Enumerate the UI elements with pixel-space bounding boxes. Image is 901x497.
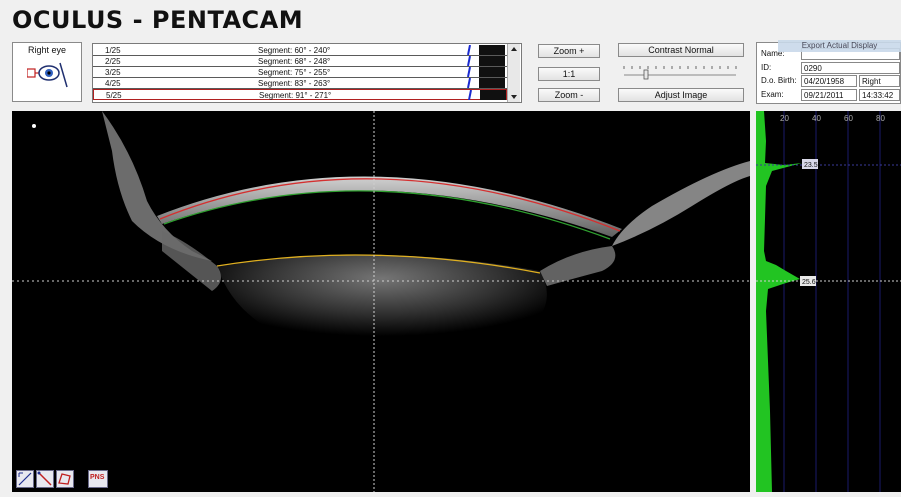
pns-button[interactable]: PNS [88,470,108,488]
pen-icon[interactable] [467,67,471,77]
segment-row[interactable]: 1/25 Segment: 60° - 240° [93,45,507,56]
segment-row[interactable]: 3/25 Segment: 75° - 255° [93,67,507,78]
scan-image [12,111,750,492]
histo-tick-label: 60 [844,114,853,123]
histogram-graph: 20 40 60 80 23.5 25.6 [756,111,901,492]
segment-list[interactable]: 1/25 Segment: 60° - 240° 2/25 Segment: 6… [92,43,522,103]
segment-angle: Segment: 68° - 248° [258,57,331,66]
segment-angle: Segment: 83° - 263° [258,79,331,88]
segment-thumbnail [479,56,505,66]
histo-tick-label: 40 [812,114,821,123]
segment-index: 2/25 [105,57,121,66]
zoom-in-button[interactable]: Zoom + [538,44,600,58]
scroll-arrows-icon [511,47,517,99]
density-histogram: 20 40 60 80 23.5 25.6 [756,111,901,492]
histo-marker-2: 25.6 [802,279,816,286]
measure-tool-icon[interactable] [16,470,34,488]
segment-row-selected[interactable]: 5/25 Segment: 91° - 271° [93,89,507,100]
id-label: ID: [761,63,772,72]
histo-tick-label: 80 [876,114,885,123]
segment-angle: Segment: 75° - 255° [258,68,331,77]
segment-thumbnail [479,45,505,55]
segment-index: 4/25 [105,79,121,88]
segment-scrollbar[interactable] [507,44,520,102]
pen-icon[interactable] [467,78,471,88]
export-display-button[interactable]: Export Actual Display [778,40,901,52]
segment-row[interactable]: 2/25 Segment: 68° - 248° [93,56,507,67]
contrast-normal-button[interactable]: Contrast Normal [618,43,744,57]
segment-angle: Segment: 60° - 240° [258,46,331,55]
pen-icon[interactable] [467,56,471,66]
segment-thumbnail [479,67,505,77]
segment-index: 3/25 [105,68,121,77]
exam-label: Exam: [761,90,784,99]
segment-index: 5/25 [106,91,122,100]
id-field[interactable]: 0290 [801,62,900,74]
segment-row[interactable]: 4/25 Segment: 83° - 263° [93,78,507,89]
pen-icon[interactable] [467,45,471,55]
histo-tick-label: 20 [780,114,789,123]
contrast-slider[interactable] [620,62,740,80]
pns-label: PNS [90,474,105,481]
segment-thumbnail [480,90,506,100]
app-title: OCULUS - PENTACAM [12,6,304,34]
zoom-reset-button[interactable]: 1:1 [538,67,600,81]
polygon-tool-icon[interactable] [56,470,74,488]
eye-label: Right eye [27,45,67,55]
eye-camera-icon [27,62,68,88]
segment-angle: Segment: 91° - 271° [259,91,332,100]
exam-date-field[interactable]: 09/21/2011 [801,89,857,101]
slider-track-icon [623,66,737,80]
dob-field[interactable]: 04/20/1958 [801,75,857,87]
eye-selector[interactable]: Right eye [12,42,82,102]
segment-thumbnail [479,78,505,88]
dob-label: D.o. Birth: [761,76,797,85]
name-label: Name: [761,49,785,58]
exam-time-field[interactable]: 14:33:42 [859,89,900,101]
eye-field[interactable]: Right [859,75,900,87]
scheimpflug-image-view[interactable] [12,111,750,492]
line-tool-icon[interactable] [36,470,54,488]
zoom-out-button[interactable]: Zoom - [538,88,600,102]
histo-marker-1: 23.5 [804,162,818,169]
adjust-image-button[interactable]: Adjust Image [618,88,744,102]
segment-index: 1/25 [105,46,121,55]
pen-icon[interactable] [468,90,472,100]
